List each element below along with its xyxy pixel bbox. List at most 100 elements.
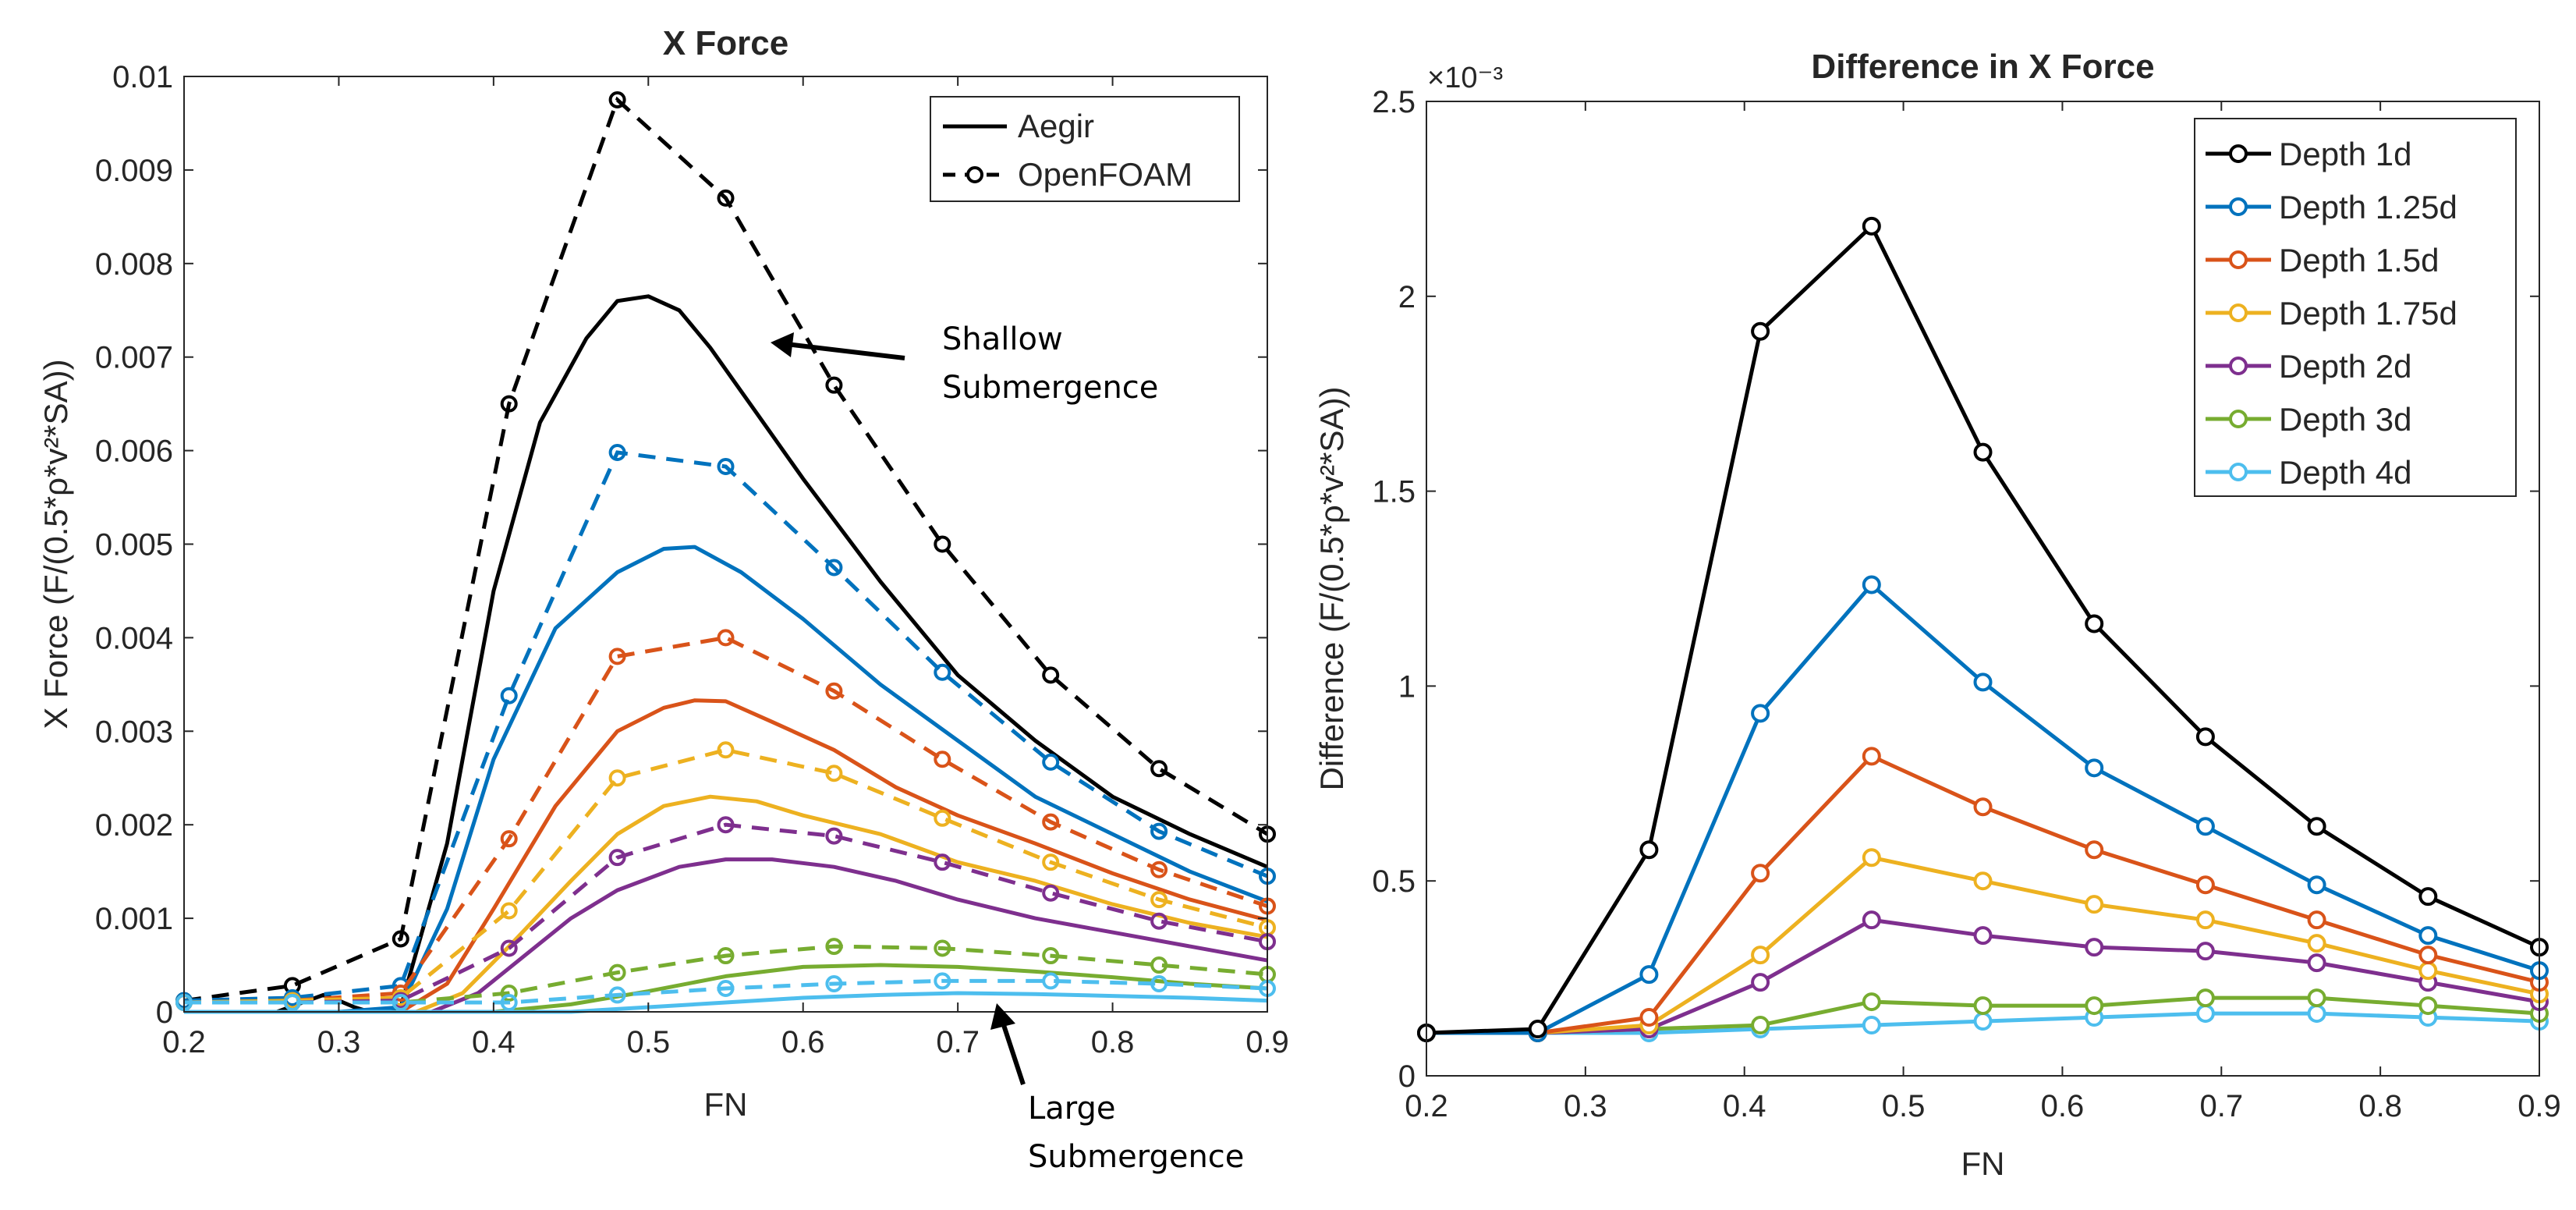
annotation-line: Large — [1028, 1091, 1116, 1127]
difference-marker — [2195, 988, 2215, 1008]
y-tick-label: 0.009 — [95, 154, 173, 188]
series-depth-4d — [175, 972, 1276, 1014]
openfoam-marker — [1150, 760, 1168, 778]
openfoam-marker — [1042, 813, 1060, 831]
difference-marker — [1973, 926, 1993, 946]
annotation-line: Submergence — [1028, 1139, 1244, 1175]
y-tick-label: 1 — [1398, 669, 1416, 704]
openfoam-marker — [608, 849, 626, 867]
difference-marker — [2085, 840, 2104, 860]
difference-y-axis-label: Difference (F/(0.5*ρ*v²*SA)) — [1313, 387, 1350, 791]
annotation-line: Submergence — [942, 370, 1158, 406]
annotation-arrow-head — [771, 332, 794, 357]
y-tick-label: 0 — [1398, 1059, 1416, 1094]
openfoam-marker — [1150, 860, 1168, 878]
difference-marker — [2307, 953, 2326, 973]
openfoam-marker — [934, 663, 951, 681]
openfoam-marker — [608, 90, 626, 108]
openfoam-line-depth-1-25d — [183, 450, 1268, 1003]
legend-item-depth-4d: Depth 4d — [2206, 454, 2411, 491]
difference-marker — [1862, 575, 1881, 594]
difference-marker — [2418, 926, 2438, 946]
difference-marker — [1528, 1020, 1547, 1039]
openfoam-marker — [500, 902, 518, 920]
legend-item-depth-2d: Depth 2d — [2206, 348, 2411, 385]
difference-marker — [1751, 1016, 1770, 1035]
difference-marker — [1973, 797, 1993, 817]
openfoam-marker — [608, 963, 626, 981]
openfoam-marker — [1150, 975, 1168, 993]
openfoam-marker — [825, 827, 843, 845]
difference-marker — [2085, 996, 2104, 1016]
difference-marker — [2307, 988, 2326, 1008]
x-tick-label: 0.3 — [1564, 1089, 1607, 1123]
openfoam-marker — [717, 629, 735, 647]
difference-marker — [1862, 910, 1881, 930]
legend-marker — [2229, 463, 2248, 481]
difference-axes-box — [1426, 101, 2540, 1077]
x-force-annotations: Shallow Submergence Large Submergence — [771, 321, 1244, 1175]
openfoam-marker — [608, 443, 626, 461]
x-tick-label: 0.2 — [1405, 1089, 1448, 1123]
difference-marker — [2195, 910, 2215, 930]
openfoam-marker — [825, 376, 843, 394]
difference-marker — [1751, 864, 1770, 883]
legend-marker — [2229, 410, 2248, 428]
difference-marker — [1862, 747, 1881, 766]
aegir-line-depth-1-25d — [184, 545, 1268, 1014]
aegir-line-depth-2d — [184, 857, 1268, 1014]
aegir-line-depth-1-5d — [184, 698, 1268, 1014]
difference-marker — [2195, 1004, 2215, 1024]
y-tick-label: 0.008 — [95, 247, 173, 282]
openfoam-line-depth-1d — [183, 96, 1269, 1003]
difference-marker — [1639, 1008, 1659, 1027]
difference-ticks: 0.2 0.3 0.4 0.5 0.6 0.7 0.8 0.9 0 0.5 1 1.5 2 2.5 — [1372, 85, 2560, 1123]
difference-marker — [1862, 216, 1881, 236]
legend-marker — [2229, 357, 2248, 375]
y-tick-label: 0 — [156, 995, 173, 1030]
difference-marker — [1973, 672, 1993, 692]
openfoam-marker — [934, 750, 951, 768]
x-tick-label: 0.7 — [936, 1025, 980, 1059]
series-depth-1-25d — [175, 443, 1276, 1014]
difference-marker — [2307, 934, 2326, 953]
legend-label: Depth 2d — [2279, 348, 2411, 385]
x-force-y-axis-label: X Force (F/(0.5*ρ*v²*SA)) — [37, 359, 74, 729]
difference-marker — [1973, 871, 1993, 891]
legend-label-aegir: Aegir — [1018, 108, 1094, 144]
openfoam-marker — [1150, 956, 1168, 974]
series-depth-1d — [1417, 216, 2549, 1043]
difference-marker — [2085, 938, 2104, 957]
series-depth-1-25d — [1417, 575, 2549, 1043]
legend-item-depth-1-25d: Depth 1.25d — [2206, 189, 2457, 225]
difference-marker — [2195, 817, 2215, 836]
x-tick-label: 0.9 — [2518, 1089, 2561, 1123]
openfoam-marker — [934, 972, 951, 990]
legend-label-openfoam: OpenFOAM — [1018, 156, 1192, 193]
openfoam-marker — [825, 559, 843, 577]
openfoam-marker — [500, 985, 518, 1002]
legend-label: Depth 3d — [2279, 401, 2411, 438]
x-force-series-group — [175, 90, 1276, 1014]
difference-marker — [2307, 875, 2326, 895]
openfoam-marker — [825, 765, 843, 782]
legend-marker — [966, 166, 983, 183]
difference-marker — [1973, 1012, 1993, 1031]
x-force-x-axis-label: FN — [704, 1086, 748, 1123]
openfoam-marker — [825, 938, 843, 956]
openfoam-marker — [717, 947, 735, 965]
openfoam-marker — [608, 769, 626, 787]
openfoam-marker — [500, 687, 518, 704]
difference-marker — [2418, 887, 2438, 907]
openfoam-marker — [1042, 884, 1060, 902]
difference-marker — [1973, 996, 1993, 1016]
difference-series-group — [1417, 216, 2549, 1043]
legend-label: Depth 4d — [2279, 454, 2411, 491]
openfoam-marker — [500, 994, 518, 1012]
difference-marker — [2307, 817, 2326, 836]
x-tick-label: 0.8 — [2358, 1089, 2402, 1123]
legend-marker — [2229, 303, 2248, 322]
x-force-ticks: 0.2 0.3 0.4 0.5 0.6 0.7 0.8 0.9 0 0.001 0.002 0.003… — [95, 60, 1289, 1059]
y-tick-label: 0.005 — [95, 528, 173, 562]
x-force-title: X Force — [663, 24, 788, 62]
